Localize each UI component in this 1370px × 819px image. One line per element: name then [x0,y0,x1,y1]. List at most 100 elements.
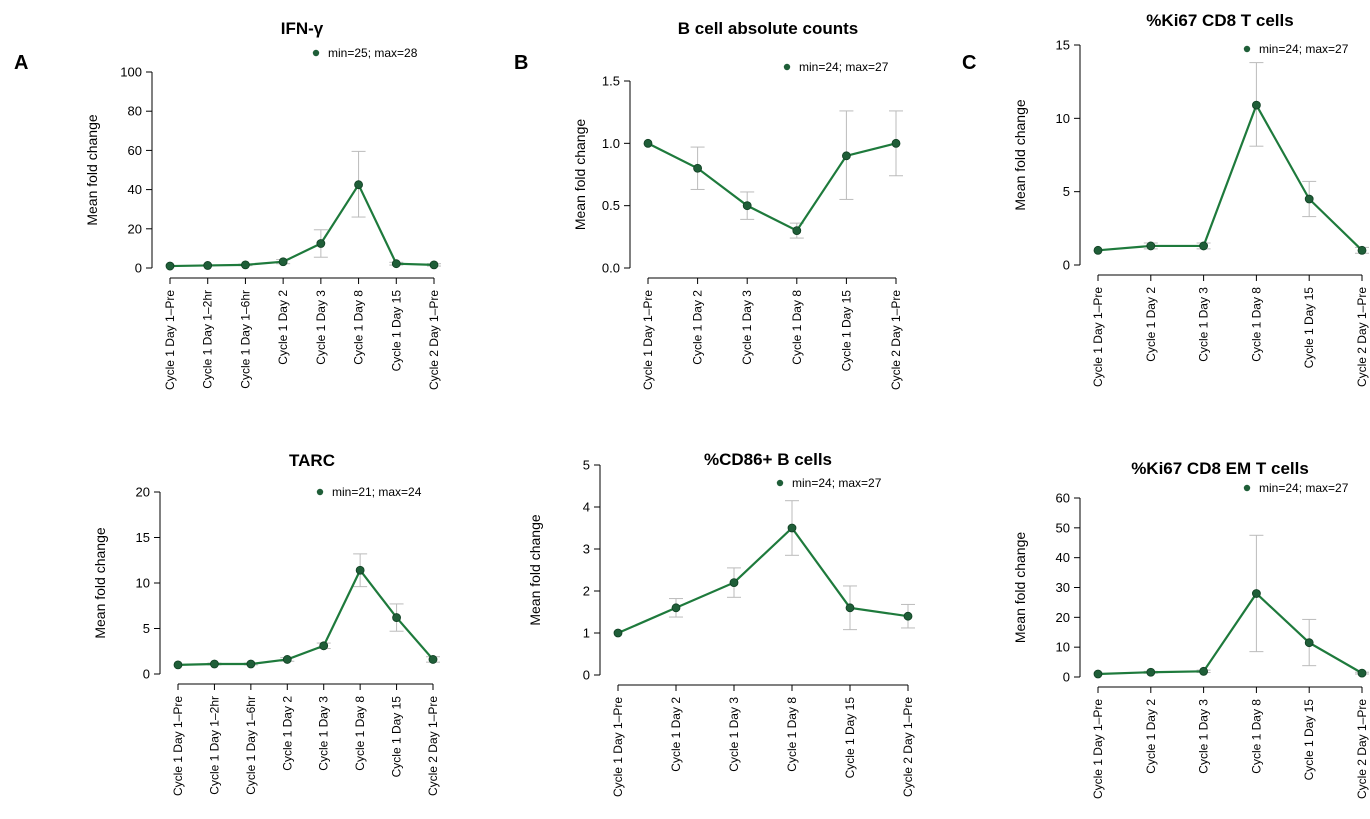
data-point [613,628,623,638]
chart-title: IFN-γ [281,19,324,38]
chart-2: B cell absolute counts Mean fold change 0.… [572,19,903,390]
x-tick-label: Cycle 1 Day 8 [352,290,366,365]
x-tick-label: Cycle 1 Day 3 [314,290,328,365]
x-tick-label: Cycle 1 Day 2 [1144,287,1158,362]
series-line [1097,591,1363,676]
series-line [617,526,909,635]
data-point [1252,589,1261,598]
x-tick-label: Cycle 1 Day 8 [785,697,799,772]
y-tick-label: 20 [136,485,150,500]
data-point [1093,245,1103,255]
legend-marker [316,488,324,496]
y-tick-label: 0 [135,261,142,276]
data-point [319,641,329,651]
y-tick-label: 10 [136,576,150,591]
data-point [693,163,702,173]
chart-5: %CD86+ B cells Mean fold change 0 1 2 3 4 5 Cycl… [527,450,915,797]
data-point [643,138,653,148]
y-axis-label: Mean fold change [572,119,588,231]
legend-marker [312,49,320,57]
x-tick-label: Cycle 1 Day 2 [276,290,290,365]
data-point [1199,241,1208,251]
data-point [845,603,855,613]
y-axis-label: Mean fold change [1012,532,1028,644]
x-tick-label: Cycle 2 Day 1–Pre [426,696,440,796]
x-tick-label: Cycle 1 Day 1–Pre [171,696,185,796]
series-line [1097,102,1363,252]
y-tick-label: 0.5 [602,198,620,213]
x-tick-label: Cycle 1 Day 2 [669,697,683,772]
x-tick-label: Cycle 1 Day 8 [790,290,804,365]
y-axis-label: Mean fold change [84,114,100,226]
series-line [169,182,435,268]
x-tick-label: Cycle 1 Day 3 [740,290,754,365]
chart-3: %Ki67 CD8 T cells Mean fold change 0 5 10 15 C… [1012,11,1369,387]
y-tick-label: 20 [1056,610,1070,625]
data-point [278,257,288,267]
x-tick-label: Cycle 1 Day 1–Pre [641,290,655,390]
data-point [1304,194,1314,204]
chart-title: %CD86+ B cells [704,450,832,469]
legend-marker [1243,484,1251,492]
x-tick-label: Cycle 1 Day 1–Pre [611,697,625,797]
legend-marker [1243,45,1251,53]
data-point [316,239,326,248]
data-point [1146,241,1156,251]
chart-title: %Ki67 CD8 EM T cells [1131,459,1309,478]
data-point [165,261,175,271]
legend-label: min=24; max=27 [1259,42,1349,56]
y-tick-label: 0.0 [602,261,620,276]
y-tick-label: 60 [128,143,142,158]
y-tick-label: 60 [1056,491,1070,506]
data-point [787,523,797,533]
y-tick-label: 80 [128,104,142,119]
x-tick-label: Cycle 1 Day 1–6hr [244,696,258,795]
y-tick-label: 0 [1063,258,1070,273]
data-point [671,603,681,613]
data-point [792,226,802,236]
chart-title: B cell absolute counts [678,19,858,38]
x-tick-label: Cycle 1 Day 1–6hr [238,290,252,389]
data-point [1304,638,1314,648]
panel-letter-c: C [962,52,977,74]
x-tick-label: Cycle 1 Day 15 [1302,699,1316,781]
legend-label: min=25; max=28 [328,46,418,60]
x-tick-label: Cycle 2 Day 1–Pre [1355,699,1369,799]
chart-1: IFN-γ Mean fold change 0 20 40 60 80 100 Cycle 1… [84,19,441,390]
x-tick-label: Cycle 1 Day 3 [317,696,331,771]
chart-6: %Ki67 CD8 EM T cells Mean fold change 0 10 2… [1012,459,1369,799]
x-tick-label: Cycle 1 Day 15 [389,290,403,372]
x-tick-label: Cycle 2 Day 1–Pre [901,697,915,797]
y-tick-label: 50 [1056,520,1070,535]
panel-letter-b: B [514,52,529,74]
y-tick-label: 15 [1056,38,1070,53]
x-tick-label: Cycle 1 Day 1–Pre [163,290,177,390]
y-tick-label: 3 [583,542,590,557]
data-point [1146,667,1156,677]
legend-label: min=24; max=27 [1259,481,1349,495]
data-point [282,655,292,664]
chart-title: TARC [289,451,335,470]
y-tick-label: 0 [1063,670,1070,685]
y-tick-label: 2 [583,584,590,599]
data-point [429,260,439,270]
x-tick-label: Cycle 1 Day 8 [1249,287,1263,362]
x-tick-label: Cycle 1 Day 1–Pre [1091,287,1105,387]
legend-marker [776,479,784,487]
y-tick-label: 10 [1056,640,1070,655]
y-tick-label: 0 [143,667,150,682]
y-axis-label: Mean fold change [1012,99,1028,211]
chart-4: TARC Mean fold change 0 5 10 15 20 Cycle 1 Day … [92,451,440,796]
y-tick-label: 30 [1056,580,1070,595]
x-tick-label: Cycle 1 Day 2 [691,290,705,365]
x-tick-label: Cycle 1 Day 3 [1197,287,1211,362]
x-tick-label: Cycle 1 Day 3 [727,697,741,772]
y-tick-label: 1 [583,626,590,641]
x-tick-label: Cycle 1 Day 15 [390,696,404,778]
chart-title: %Ki67 CD8 T cells [1146,11,1293,30]
x-tick-label: Cycle 2 Day 1–Pre [1355,287,1369,387]
x-tick-label: Cycle 1 Day 1–Pre [1091,699,1105,799]
y-tick-label: 10 [1056,111,1070,126]
x-tick-label: Cycle 2 Day 1–Pre [889,290,903,390]
